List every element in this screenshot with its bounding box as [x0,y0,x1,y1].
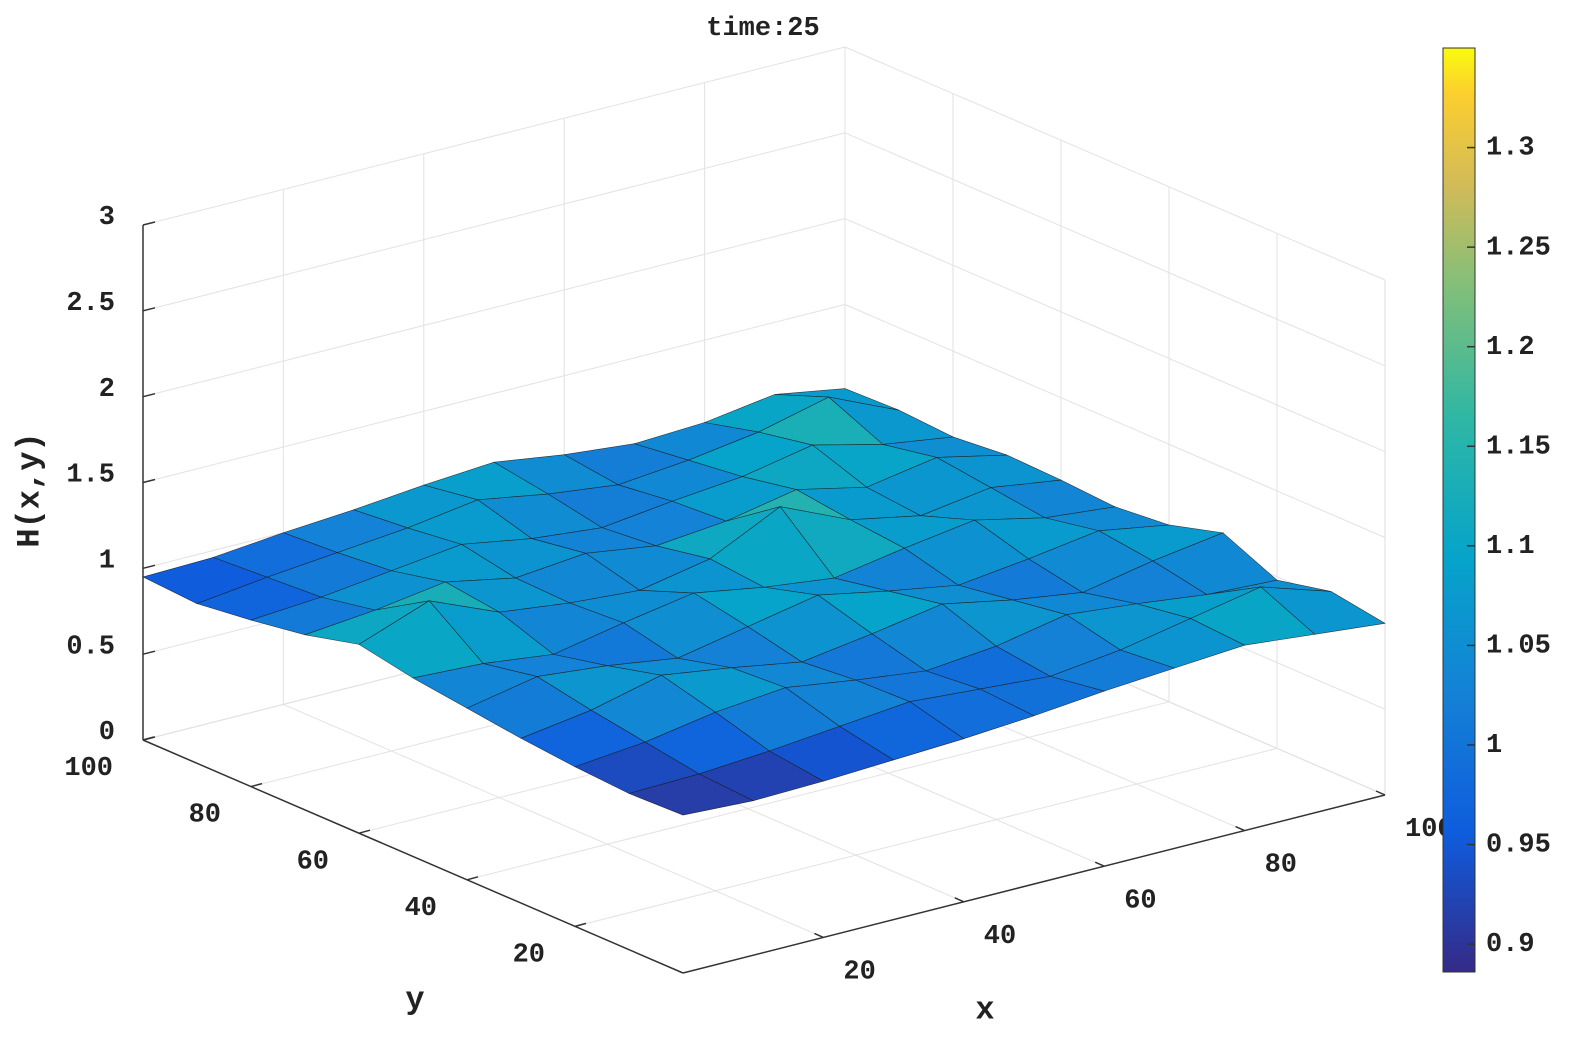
y-tick-label: 60 [297,847,329,877]
x-tick-label: 20 [843,958,875,988]
grid-line [844,46,1386,281]
x-tick [1094,861,1105,867]
z-tick-label: 3 [99,203,115,233]
z-tick-label: 0 [99,718,115,748]
y-tick [250,782,263,788]
grid-line [283,703,824,938]
z-tick [142,307,156,312]
y-tick [358,829,371,834]
z-tick [142,392,156,398]
colorbar-tick-label: 1.15 [1486,432,1551,462]
colorbar-tick-label: 0.9 [1486,930,1535,960]
colorbar-tick-label: 1.1 [1486,532,1535,562]
z-tick-label: 1.5 [66,461,115,491]
grid-line [466,701,1170,881]
colorbar-tick-label: 1.25 [1486,233,1551,263]
colorbar-tick-label: 1.2 [1486,333,1535,363]
z-tick [142,564,156,570]
y-tick-label: 40 [405,894,437,924]
z-tick-label: 2.5 [66,289,115,319]
z-tick-label: 1 [99,546,115,576]
z-tick [142,221,156,226]
x-tick-label: 40 [984,922,1016,952]
y-axis-label: y [405,981,424,1018]
x-axis [682,794,1386,974]
grid-line [142,132,846,312]
surface-patch [628,773,755,816]
grid-line [142,46,846,226]
y-tick-label: 80 [189,801,221,831]
surface [142,388,1386,816]
z-tick-label: 0.5 [66,632,115,662]
y-tick [574,922,587,928]
colorbar-tick-label: 1 [1486,731,1502,761]
y-axis [142,739,684,974]
grid-line [844,218,1386,453]
x-tick [1375,790,1386,796]
z-tick [142,478,156,484]
z-tick [142,650,156,655]
grid-line [844,132,1386,367]
x-tick [814,932,824,939]
y-tick-label: 20 [513,941,545,971]
z-tick-label: 2 [99,375,115,405]
colorbar-ticks: 0.9 0.95 1 1.05 1.1 1.15 1.2 1.25 1.3 [1467,134,1551,960]
y-tick-label: 100 [64,754,113,784]
grid-line [574,747,1278,927]
chart-title: time:25 [706,14,819,44]
grid-line [142,304,846,483]
y-tick [142,736,155,741]
x-tick-label: 80 [1265,851,1297,881]
x-axis-label: x [975,991,994,1028]
z-axis-label: H(x,y) [11,432,48,547]
x-tick-label: 60 [1124,886,1156,916]
colorbar-tick-label: 1.05 [1486,632,1551,662]
x-tick [954,897,965,903]
colorbar-tick-label: 0.95 [1486,831,1551,861]
grid-line [142,218,846,398]
y-tick [466,876,479,881]
grid-line [844,304,1386,538]
colorbar [1442,47,1476,973]
x-tick [1235,825,1245,832]
colorbar-tick-label: 1.3 [1486,134,1535,164]
